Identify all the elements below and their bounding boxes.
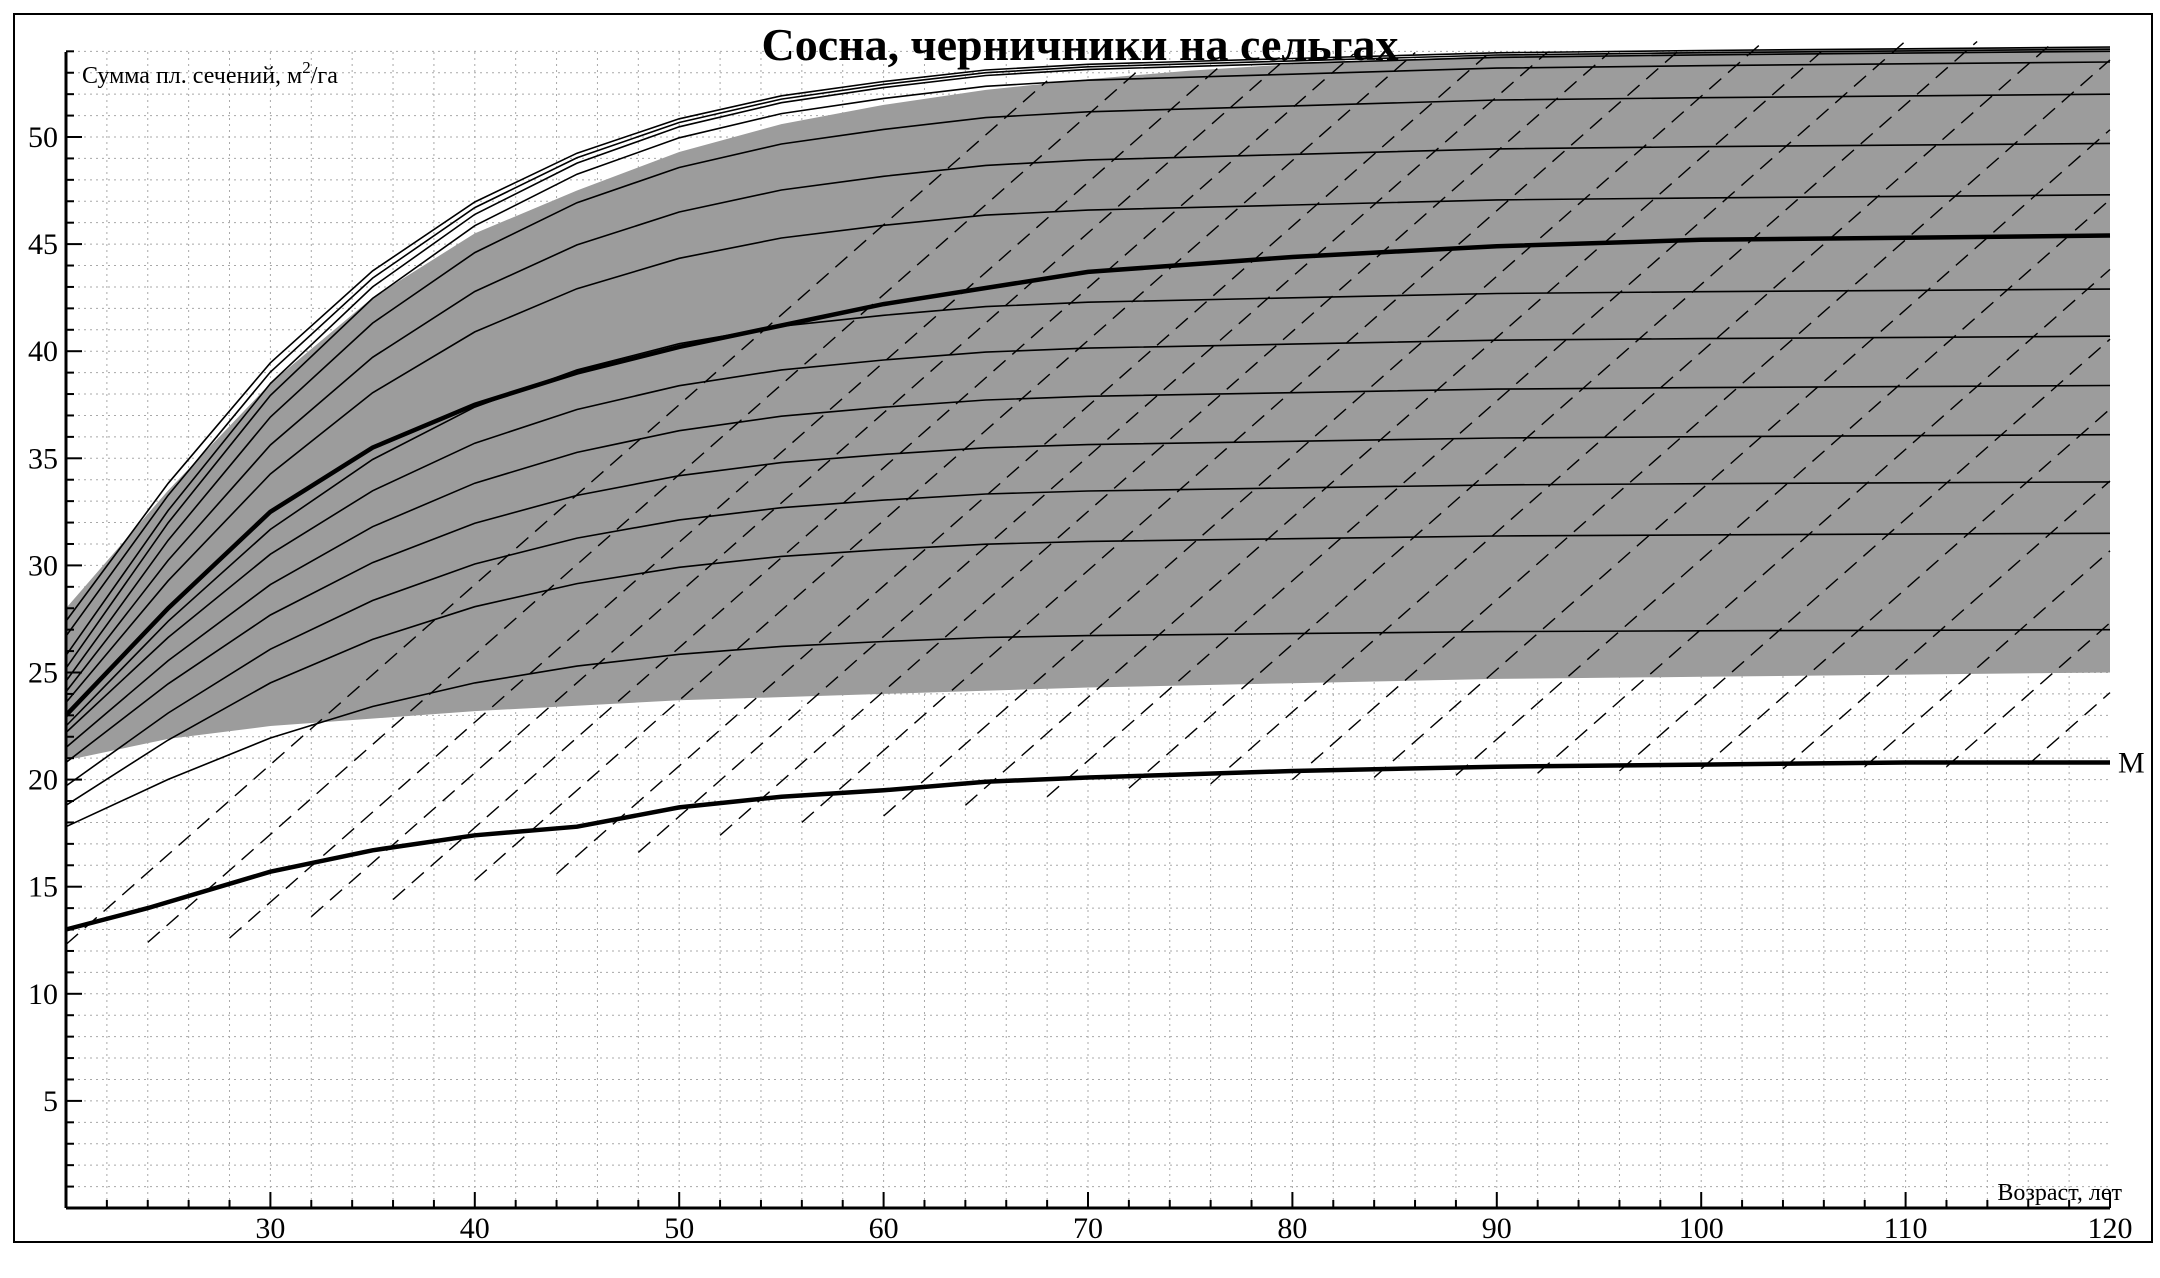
series-line [64,233,2111,717]
dashed-line [147,69,1140,943]
x-tick-label: 100 [1679,1212,1724,1245]
y-tick-label: 45 [28,228,58,261]
thin-curve [65,384,2111,749]
thin-curves [65,46,2111,828]
x-tick-label: 110 [1884,1212,1928,1245]
thin-curve [65,481,2111,787]
thin-curve [65,433,2111,764]
dashed-line [719,52,1610,836]
y-tick-label: 5 [43,1085,58,1118]
y-tick-label: 35 [28,442,58,475]
thin-curve [65,46,2111,622]
dashed-line [883,41,1763,817]
chart-title: Сосна, черничники на сельгах [762,19,1399,70]
dashed-line [392,53,1355,901]
x-axis-label: Возраст, лет [1997,1180,2122,1206]
x-tick-label: 30 [255,1212,285,1245]
dashed-line [637,51,1549,853]
bold-series: M [64,233,2145,932]
thin-curve [65,628,2111,828]
dashed-line [964,49,1825,806]
y-tick-labels: 5 10 15 20 25 30 35 40 45 50 [28,121,58,1118]
x-tick-label: 120 [2088,1212,2133,1245]
y-tick-label: 50 [28,121,58,154]
y-axis-label: Сумма пл. сечений, м2/га [82,58,338,89]
dashed-line [2027,692,2111,766]
shaded-band [66,47,2110,759]
y-tick-label: 10 [28,978,58,1011]
dashed-line [1618,338,2111,772]
thin-curve [65,142,2111,693]
thin-curve [65,335,2111,734]
y-tick-label: 20 [28,764,58,797]
thin-curve [65,50,2111,656]
dashed-line [474,52,1416,881]
y-tick-label: 25 [28,657,58,690]
axes [64,50,2111,1210]
thin-curve [65,288,2111,727]
y-axis-label-main: Сумма пл. сечений, м [82,63,302,89]
series-line [65,760,2110,932]
series-label: M [2118,746,2145,779]
dashed-line [1782,480,2111,770]
x-tick-label: 90 [1482,1212,1512,1245]
x-tick-labels: 30 40 50 60 70 80 90 100 110 120 [255,1212,2132,1245]
dashed-line [1537,268,2111,774]
x-tick-label: 80 [1277,1212,1307,1245]
dashed-line [1700,408,2111,770]
dashed-line [1128,40,1978,789]
y-tick-label: 30 [28,549,58,582]
x-tick-label: 40 [460,1212,490,1245]
thin-curve [65,48,2111,637]
y-tick-label: 15 [28,871,58,904]
dashed-line [1864,550,2111,768]
x-tick-label: 50 [664,1212,694,1245]
dashed-line [1373,129,2111,778]
x-tick-label: 60 [869,1212,899,1245]
thin-curve [65,93,2111,682]
thin-curve [65,61,2111,669]
dashed-line [1946,622,2111,768]
thin-curve [65,532,2111,806]
dashed-line [1455,199,2111,776]
x-tick-label: 70 [1073,1212,1103,1245]
dashed-line [1291,59,2111,781]
dashed-line [556,54,1488,875]
thin-curve [65,194,2111,704]
dashed-line [1210,45,2050,785]
dashed-line [1046,40,1907,798]
y-axis-label-tail: /га [311,63,339,89]
y-tick-label: 40 [28,335,58,368]
dashed-lines [65,40,2111,946]
dashed-line [310,61,1283,918]
dashed-line [801,48,1682,823]
y-axis-label-superscript: 2 [302,58,311,77]
